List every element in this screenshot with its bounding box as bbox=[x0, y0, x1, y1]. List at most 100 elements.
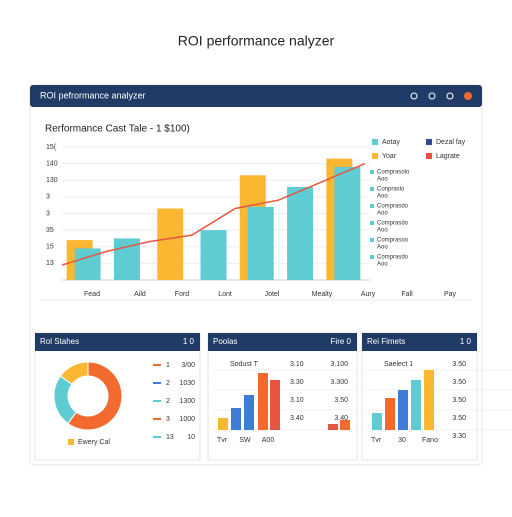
legend-swatch bbox=[372, 139, 378, 145]
bar bbox=[74, 248, 101, 280]
panel-header bbox=[35, 333, 200, 351]
note-text: Aoo bbox=[377, 262, 388, 268]
row-value: 3/00 bbox=[181, 362, 195, 369]
row-value: 3.50 bbox=[334, 397, 348, 404]
panel bbox=[207, 332, 358, 461]
row-value: 1000 bbox=[179, 416, 195, 423]
legend-swatch bbox=[68, 439, 74, 445]
row-value: 3.100 bbox=[330, 361, 348, 368]
note-marker bbox=[370, 187, 374, 191]
panel-subtitle: Saelect 1 bbox=[384, 361, 413, 368]
row-label: 1 bbox=[166, 362, 170, 369]
legend-label: Ewery Cal bbox=[78, 439, 110, 446]
bar bbox=[340, 420, 350, 430]
legend-swatch bbox=[426, 139, 432, 145]
note-text: Aoo bbox=[377, 245, 388, 251]
legend-label: Aotay bbox=[382, 139, 400, 146]
donut-segment bbox=[67, 361, 123, 431]
bar bbox=[218, 418, 228, 430]
row-value: 3.40 bbox=[334, 415, 348, 422]
x-tick-label: Ford bbox=[175, 291, 190, 298]
x-tick-label: Mealty bbox=[312, 291, 333, 298]
icon[interactable] bbox=[428, 92, 436, 100]
bar bbox=[424, 370, 434, 430]
row-value: 3.50 bbox=[452, 415, 466, 422]
x-tick-label: Pay bbox=[444, 291, 457, 298]
note-marker bbox=[370, 221, 374, 225]
note-marker bbox=[370, 204, 374, 208]
row-value: 3.30 bbox=[290, 379, 304, 386]
panel-badge: 1 0 bbox=[183, 337, 195, 346]
x-tick-label: 30 bbox=[398, 437, 406, 444]
x-tick-label: A00 bbox=[262, 437, 275, 444]
legend-label: Dezal fay bbox=[436, 139, 466, 146]
chart-title: Rerformance Cast Tale - 1 $100) bbox=[45, 124, 190, 135]
note-title: Comprasolo bbox=[377, 170, 410, 176]
note-text: Aoo bbox=[377, 177, 388, 183]
row-value: 3.50 bbox=[452, 397, 466, 404]
row-label: 13 bbox=[166, 434, 174, 441]
panel-badge: 1 0 bbox=[460, 337, 472, 346]
row-label: 2 bbox=[166, 398, 170, 405]
bar bbox=[247, 206, 274, 280]
bar bbox=[157, 208, 184, 280]
bar bbox=[411, 380, 421, 430]
row-label: 3 bbox=[166, 416, 170, 423]
note-marker bbox=[370, 238, 374, 242]
x-tick-label: Fead bbox=[84, 291, 100, 298]
row-value: 3.40 bbox=[290, 415, 304, 422]
x-tick-label: Fall bbox=[401, 291, 413, 298]
bar bbox=[287, 186, 314, 280]
icon[interactable] bbox=[446, 92, 454, 100]
panel-header bbox=[208, 333, 357, 351]
bar bbox=[258, 373, 268, 430]
donut-segment bbox=[59, 361, 89, 385]
x-tick-label: SW bbox=[239, 437, 251, 444]
row-value: 10 bbox=[187, 434, 195, 441]
x-tick-label: Jotel bbox=[265, 291, 280, 298]
note-marker bbox=[370, 170, 374, 174]
y-tick-label: 35 bbox=[46, 227, 54, 234]
x-tick-label: Fano bbox=[422, 437, 438, 444]
x-tick-label: Tvr bbox=[217, 437, 228, 444]
row-value: 1300 bbox=[179, 398, 195, 405]
note-title: Comprasdo bbox=[377, 255, 409, 261]
page-title: ROI performance nalyzer bbox=[178, 33, 335, 49]
bar bbox=[244, 395, 254, 430]
bar bbox=[398, 390, 408, 430]
row-value: 3.30 bbox=[452, 433, 466, 440]
bar bbox=[328, 424, 338, 430]
header-title: ROI pefrormance analyzer bbox=[40, 90, 146, 100]
panel-title: Rol Stahes bbox=[40, 337, 79, 346]
bar bbox=[231, 408, 241, 430]
row-value: 3.10 bbox=[290, 361, 304, 368]
y-tick-label: 15 bbox=[46, 244, 54, 251]
row-value: 1030 bbox=[179, 380, 195, 387]
icon[interactable] bbox=[464, 92, 472, 100]
panel-title: Rei Fimets bbox=[367, 337, 405, 346]
note-title: Comprasdo bbox=[377, 221, 409, 227]
row-value: 3.50 bbox=[452, 379, 466, 386]
row-value: 3.300 bbox=[330, 379, 348, 386]
legend-swatch bbox=[426, 153, 432, 159]
legend-swatch bbox=[372, 153, 378, 159]
bar bbox=[270, 380, 280, 430]
y-tick-label: 3 bbox=[46, 194, 50, 201]
note-marker bbox=[370, 255, 374, 259]
panel-header bbox=[362, 333, 477, 351]
y-tick-label: 15( bbox=[46, 144, 57, 151]
note-text: Aoo bbox=[377, 194, 388, 200]
trend-line bbox=[61, 162, 366, 266]
icon[interactable] bbox=[410, 92, 418, 100]
panel-badge: Fire 0 bbox=[331, 337, 352, 346]
note-title: Comprasdo bbox=[377, 204, 409, 210]
y-tick-label: 130 bbox=[46, 177, 58, 184]
panel-title: Poolas bbox=[213, 337, 237, 346]
bar bbox=[334, 166, 361, 280]
bar bbox=[372, 413, 382, 430]
legend-label: Yoar bbox=[382, 153, 397, 160]
bar bbox=[385, 398, 395, 430]
row-value: 3.50 bbox=[452, 361, 466, 368]
